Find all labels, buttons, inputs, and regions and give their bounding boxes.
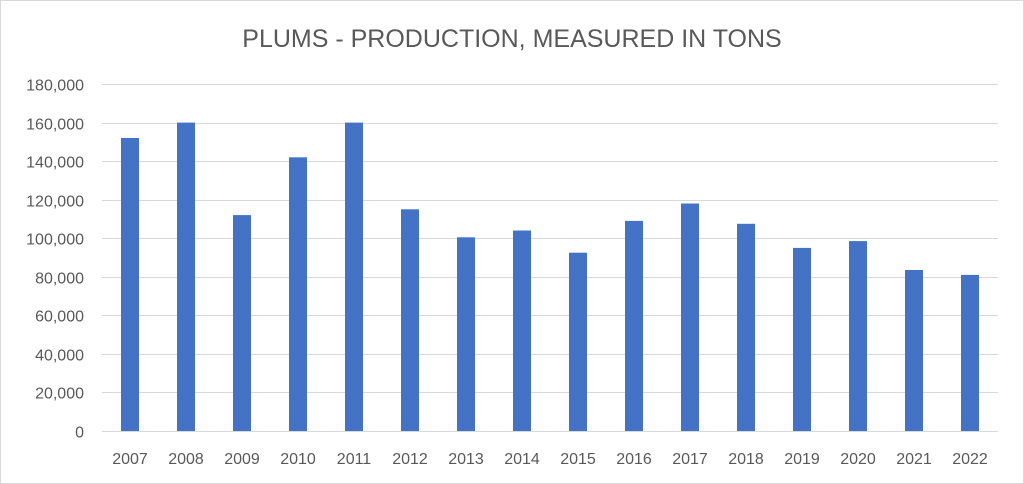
bar-2014 [513,230,531,431]
bar-2013 [457,237,475,431]
bar-2009 [233,215,251,431]
x-tick-label: 2015 [560,451,596,468]
bar-2022 [961,274,979,431]
y-tick-label: 160,000 [26,117,84,134]
x-tick-label: 2022 [952,451,988,468]
y-tick-label: 0 [75,425,84,442]
bar-2020 [849,241,867,431]
bar-2008 [177,122,195,431]
bars [121,122,979,432]
bar-2019 [793,247,811,431]
y-axis-ticks: 0 20,000 40,000 60,000 80,000 100,000 120,000 1… [26,78,84,442]
x-tick-label: 2010 [280,451,316,468]
x-tick-label: 2014 [504,451,540,468]
x-tick-label: 2013 [448,451,484,468]
y-tick-label: 140,000 [26,155,84,172]
x-tick-label: 2009 [224,451,260,468]
y-tick-label: 180,000 [26,78,84,95]
x-tick-label: 2021 [896,451,932,468]
x-tick-label: 2018 [728,451,764,468]
bar-2011 [345,122,363,431]
y-tick-label: 120,000 [26,194,84,211]
x-tick-label: 2011 [337,451,372,468]
bar-2018 [737,223,755,431]
bar-2010 [289,157,307,432]
gridlines [102,84,998,432]
y-tick-label: 40,000 [35,348,84,365]
y-tick-label: 20,000 [35,386,84,403]
x-tick-label: 2019 [784,451,820,468]
y-tick-label: 60,000 [35,309,84,326]
bar-2012 [401,209,419,431]
x-tick-label: 2020 [840,451,876,468]
x-tick-label: 2012 [392,451,428,468]
bar-2021 [905,270,923,431]
bar-2017 [681,203,699,431]
x-tick-label: 2017 [672,451,708,468]
x-axis-ticks: 2007 2008 2009 2010 2011 2012 2013 2014 2015 2016… [112,451,988,468]
bar-2016 [625,220,643,431]
x-tick-label: 2007 [112,451,148,468]
x-tick-label: 2016 [616,451,652,468]
y-tick-label: 80,000 [35,271,84,288]
bar-2015 [569,252,587,431]
chart-title: PLUMS - PRODUCTION, MEASURED IN TONS [242,25,781,53]
bar-2007 [121,138,139,431]
y-tick-label: 100,000 [26,232,84,249]
x-tick-label: 2008 [168,451,204,468]
